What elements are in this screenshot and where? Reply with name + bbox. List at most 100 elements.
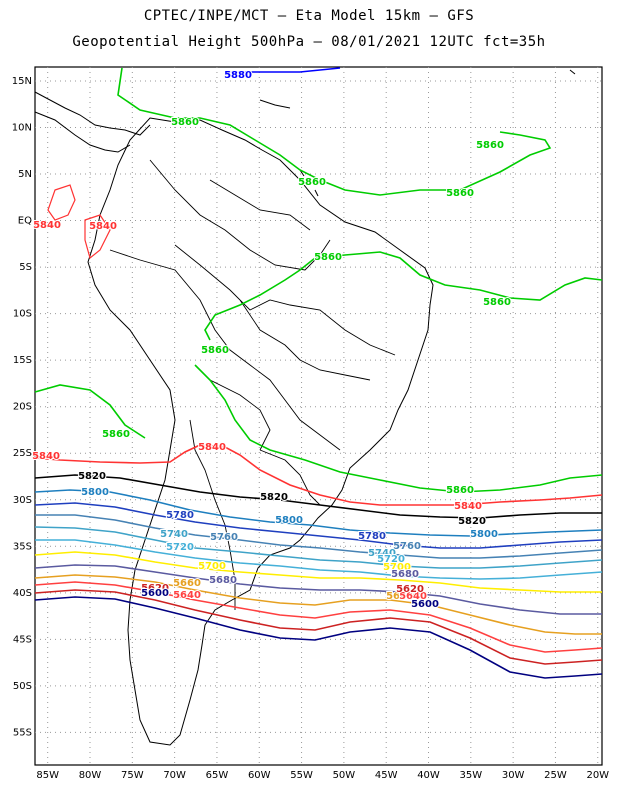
contour-label-5600: 5600 <box>411 599 439 610</box>
lon-tick-label: 80W <box>79 770 102 781</box>
lat-tick-label: 25S <box>13 448 32 459</box>
contour-5820 <box>34 474 602 519</box>
contour-label-5840: 5840 <box>33 220 61 231</box>
contour-labels: 5880 5860 5860 5860 5860 5860 5860 5860 5860 5860… <box>31 69 512 611</box>
contour-label-5860: 5860 <box>298 177 326 188</box>
contour-5700 <box>34 551 602 593</box>
contour-label-5840: 5840 <box>399 591 427 602</box>
lon-tick-label: 75W <box>121 770 144 781</box>
latitude-labels: 15N 10N 5N EQ 5S 10S 15S 20S 25S 30S 35S 40S 45S 50S 5… <box>12 76 32 738</box>
contour-label-5620: 5620 <box>396 584 424 595</box>
contour-label-5860: 5860 <box>446 485 474 496</box>
lon-tick-label: 40W <box>417 770 440 781</box>
map-frame <box>34 66 603 766</box>
contour-label-5860: 5860 <box>476 140 504 151</box>
contour-label-5780: 5780 <box>166 510 194 521</box>
contour-lines <box>34 67 603 679</box>
contour-label-5720: 5720 <box>166 542 194 553</box>
contour-label-5860: 5860 <box>102 429 130 440</box>
lat-tick-label: 20S <box>13 402 32 413</box>
contour-5840-west <box>47 184 111 260</box>
lat-tick-label: 15S <box>13 355 32 366</box>
contour-label-5660: 5660 <box>173 578 201 589</box>
lon-tick-label: 20W <box>586 770 609 781</box>
contour-5860-mid <box>204 251 603 341</box>
contour-label-5880: 5880 <box>224 70 252 81</box>
contour-5720 <box>35 539 603 580</box>
south-america-coastline <box>87 117 434 746</box>
lat-tick-label: 40S <box>13 588 32 599</box>
lon-tick-label: 45W <box>375 770 398 781</box>
contour-label-5780: 5780 <box>358 531 386 542</box>
lon-tick-label: 85W <box>36 770 59 781</box>
contour-label-5820: 5820 <box>78 471 106 482</box>
contour-5740 <box>34 526 603 569</box>
chart-title-line2: Geopotential Height 500hPa – 08/01/2021 … <box>72 34 546 50</box>
contour-5600 <box>34 596 603 679</box>
contour-label-5840: 5840 <box>454 501 482 512</box>
contour-label-5720: 5720 <box>377 554 405 565</box>
contour-label-5860: 5860 <box>314 252 342 263</box>
contour-label-5760: 5760 <box>210 532 238 543</box>
contour-label-5700: 5700 <box>198 561 226 572</box>
contour-label-5820: 5820 <box>458 516 486 527</box>
contour-5660 <box>34 574 602 635</box>
contour-5680 <box>34 564 602 615</box>
contour-label-5860: 5860 <box>446 188 474 199</box>
lon-tick-label: 70W <box>163 770 186 781</box>
contour-label-5660: 5660 <box>386 591 414 602</box>
contour-5760 <box>35 514 603 559</box>
contour-label-5800: 5800 <box>81 487 109 498</box>
contour-5640 <box>34 581 603 653</box>
contour-label-5860: 5860 <box>483 297 511 308</box>
lat-tick-label: 35S <box>13 541 32 552</box>
longitude-labels: 85W 80W 75W 70W 65W 60W 55W 50W 45W 40W 35W 30W 25W 2… <box>36 770 609 781</box>
contour-label-5620: 5620 <box>141 583 169 594</box>
contour-5860-north <box>117 67 552 196</box>
coastlines-borders <box>34 69 576 746</box>
contour-5860-south <box>34 364 603 493</box>
contour-label-5840: 5840 <box>32 451 60 462</box>
lat-tick-label: 5N <box>18 169 32 180</box>
country-borders <box>109 159 396 610</box>
contour-5880 <box>225 67 341 73</box>
contour-label-5760: 5760 <box>393 541 421 552</box>
contour-label-5800: 5800 <box>275 515 303 526</box>
lon-tick-label: 60W <box>248 770 271 781</box>
contour-label-5860: 5860 <box>201 345 229 356</box>
contour-label-5640: 5640 <box>399 591 427 602</box>
lon-tick-label: 35W <box>460 770 483 781</box>
contour-5780 <box>34 502 603 549</box>
lat-tick-label: 10S <box>13 309 32 320</box>
contour-5620 <box>34 589 603 665</box>
lat-tick-label: 10N <box>12 122 32 133</box>
lat-tick-label: EQ <box>18 216 32 227</box>
lat-lon-grid <box>35 67 602 765</box>
contour-label-5640: 5640 <box>173 590 201 601</box>
contour-label-5740: 5740 <box>368 548 396 559</box>
contour-label-5600: 5600 <box>141 588 169 599</box>
lat-tick-label: 50S <box>13 681 32 692</box>
lon-tick-label: 65W <box>206 770 229 781</box>
lat-tick-label: 45S <box>13 634 32 645</box>
contour-label-5740: 5740 <box>160 529 188 540</box>
lat-tick-label: 5S <box>19 262 32 273</box>
lat-tick-label: 55S <box>13 727 32 738</box>
lon-tick-label: 50W <box>333 770 356 781</box>
contour-label-5820: 5820 <box>260 492 288 503</box>
lon-tick-label: 25W <box>544 770 567 781</box>
lon-tick-label: 30W <box>502 770 525 781</box>
contour-label-5860: 5860 <box>171 117 199 128</box>
contour-label-5680: 5680 <box>209 575 237 586</box>
contour-label-5840: 5840 <box>198 442 226 453</box>
contour-label-5840: 5840 <box>89 221 117 232</box>
caribbean-islands <box>259 69 576 197</box>
contour-5800 <box>34 489 603 537</box>
contour-label-5800: 5800 <box>470 529 498 540</box>
lon-tick-label: 55W <box>290 770 313 781</box>
contour-label-5700: 5700 <box>383 562 411 573</box>
contour-5840 <box>34 444 603 506</box>
chart-title-line1: CPTEC/INPE/MCT – Eta Model 15km – GFS <box>143 8 475 24</box>
contour-label-5680: 5680 <box>391 569 419 580</box>
